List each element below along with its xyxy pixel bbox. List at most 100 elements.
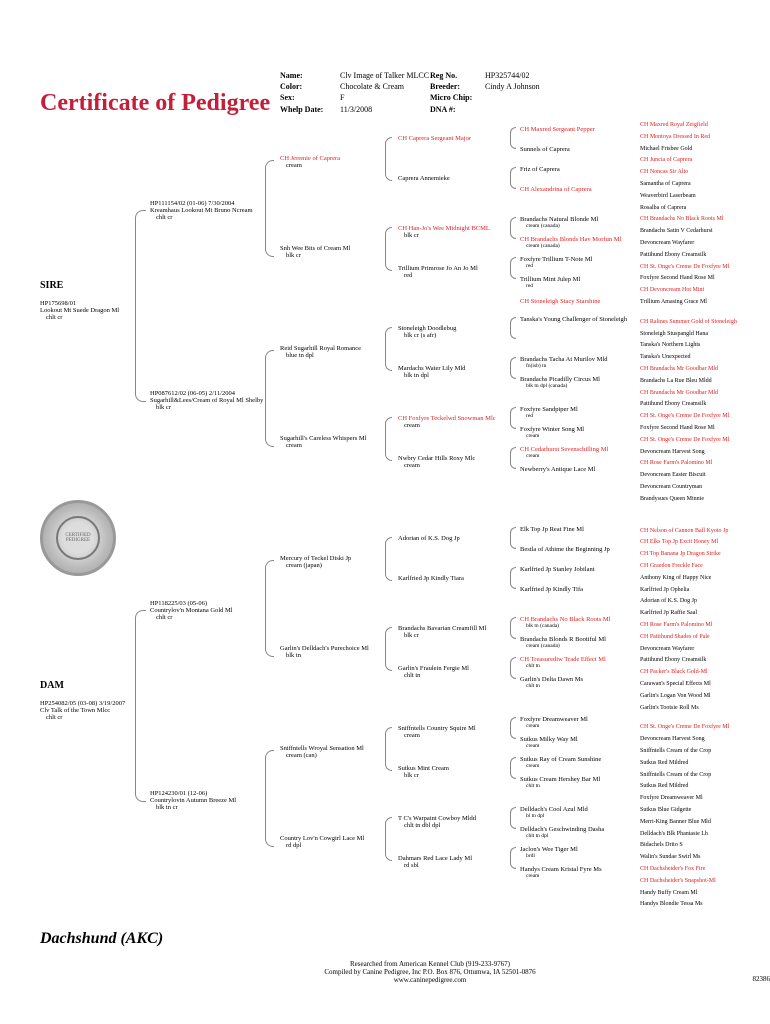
gen5-entry: CH Brandachs Blonds Hav Morfun Mlcream (… [520, 236, 621, 249]
gen6-entry: Sutkus Red Mildred [640, 760, 688, 767]
reg-label: Reg No. [430, 70, 485, 81]
gen6-entry: CH Nelson of Cannon Ball Kyoto Jp [640, 528, 728, 535]
gen4-entry: Brandachs Bavarian Creamfill Mlblk cr [398, 625, 486, 639]
sire-label: SIRE [40, 280, 63, 291]
bracket [510, 757, 516, 779]
bracket [135, 210, 146, 402]
breed-name: Dachshund (AKC) [40, 930, 163, 948]
gen4-entry: CH Foxfyre Teckelwd Snowman Mlccream [398, 415, 496, 429]
gen6-entry: CH Dachsheider's Fox Fire [640, 866, 705, 873]
gen6-entry: Sniffntells Cream of the Crop [640, 772, 711, 779]
bracket [265, 160, 274, 257]
gen6-entry: Samantha of Caprera [640, 181, 691, 188]
gen6-entry: Devoncream Harvest Song [640, 449, 705, 456]
gen6-entry: Handy Buffy Cream Ml [640, 890, 697, 897]
gen4-entry: Mardachs Water Lily Mldblk tn dpl [398, 365, 465, 379]
bracket [510, 317, 516, 339]
gen6-entry: CH Brandachs No Black Roots Ml [640, 216, 724, 223]
gen6-entry: CH Brandachs Mr Goodbar Mld [640, 390, 718, 397]
gen5-entry: Brandachs Picadilly Circus Mlblk tn dpl … [520, 376, 600, 389]
gen6-entry: CH Dachsheider's Snapshot-Ml [640, 878, 716, 885]
gen5-entry: Handys Cream Kristal Fyre Mscream [520, 866, 602, 879]
dna-label: DNA #: [430, 104, 485, 115]
bracket [510, 217, 516, 239]
gen1-sire: HP175698/01 Lookout Mt Suede Dragon Ml c… [40, 300, 119, 321]
bracket [510, 407, 516, 429]
gen4-entry: Caprera Annemieke [398, 175, 450, 182]
gen4-entry: Karlfried Jp Kindly Tiara [398, 575, 464, 582]
gen5-entry: Sutkus Ray of Cream Sunshinecream [520, 756, 601, 769]
bracket [510, 847, 516, 869]
gen5-entry: Sutkus Cream Hershey Bar Mlchlt tn [520, 776, 600, 789]
gen6-entry: CH Rose Farm's Palomino Ml [640, 622, 712, 629]
gen2-entry: HP118225/03 (05-06)Countrylov'n Montana … [150, 600, 233, 621]
gen6-entry: CH Elks Top Jp Excit Honey Ml [640, 539, 718, 546]
gen5-entry: Garlin's Delta Dawn Mschlt tn [520, 676, 583, 689]
gen6-entry: Devoncream Countryman [640, 484, 702, 491]
gen4-entry: T C's Warpaint Cowboy Mlddchlt tn dbl dp… [398, 815, 476, 829]
gen6-entry: Adorian of K.S. Dog Jp [640, 598, 697, 605]
gen5-entry: Brandachs Blonds R Bootiful Mlcream (can… [520, 636, 606, 649]
gen4-entry: Garlin's Fraulein Fergie Mlchlt tn [398, 665, 469, 679]
footer: Researched from American Kennel Club (91… [280, 960, 580, 984]
gen6-entry: Garlin's Tootsie Roll Ms [640, 705, 699, 712]
gen6-entry: CH Devoncream Hot Mint [640, 287, 704, 294]
gen5-entry: Karlfried Jp Stanley Jobilant [520, 566, 595, 573]
gen3-entry: Reid Sugarhill Royal Romanceblue tn dpl [280, 345, 361, 359]
color-value: Chocolate & Cream [340, 82, 404, 91]
bracket [510, 717, 516, 739]
gen6-entry: Bidachels Drito S [640, 842, 683, 849]
chip-label: Micro Chip: [430, 92, 485, 103]
gen6-entry: CH Pattihund Shades of Pale [640, 634, 710, 641]
bracket [385, 227, 392, 271]
gen5-entry: Tanska's Young Challenger of Stoneleigh [520, 316, 627, 323]
gen4-entry: Adorian of K.S. Dog Jp [398, 535, 460, 542]
bracket [385, 537, 392, 581]
gen4-entry: Stoneleigh Doodlebugblk cr (s afr) [398, 325, 456, 339]
gen5-entry: Elk Top Jp Reat Fine Ml [520, 526, 584, 533]
color-label: Color: [280, 81, 340, 92]
footer-id: 82386 [753, 975, 770, 983]
gen6-entry: Walin's Sundae Swirl Ms [640, 854, 700, 861]
bracket [510, 617, 516, 639]
gen4-entry: Sniffntells Country Squire Mlcream [398, 725, 476, 739]
bracket [510, 657, 516, 679]
gen6-entry: CH Noncas Sir Alto [640, 169, 688, 176]
bracket [265, 350, 274, 447]
gen6-entry: Devoncream Easter Biscuit [640, 472, 706, 479]
reg-value: HP325744/02 [485, 71, 529, 80]
bracket [385, 137, 392, 181]
gen5-entry: Bestla of Athime the Beginning Jp [520, 546, 610, 553]
pedigree-seal: CERTIFIED PEDIGREE [40, 500, 116, 576]
gen5-entry: Sutkus Milky Way Mlcream [520, 736, 578, 749]
certificate-title: Certificate of Pedigree [40, 90, 270, 117]
gen6-entry: Anthony King of Happy Nice [640, 575, 711, 582]
gen5-entry: CH Stoneleigh Stacy Starshine [520, 298, 600, 305]
sex-label: Sex: [280, 92, 340, 103]
bracket [510, 807, 516, 829]
footer-line2: Compiled by Canine Pedigree, Inc P.O. Bo… [280, 968, 580, 976]
bracket [510, 127, 516, 149]
gen4-entry: CH Han-Jo's Wee Midnight BCMLblk cr [398, 225, 490, 239]
gen6-entry: Sutkus Blue Gidgette [640, 807, 691, 814]
bracket [510, 447, 516, 469]
gen3-entry: Garlin's Delldach's Purechoice Mlblk tn [280, 645, 369, 659]
gen5-entry: CH Alexandrina of Caprera [520, 186, 592, 193]
gen5-entry: Sunnels of Caprera [520, 146, 570, 153]
bracket [265, 750, 274, 847]
gen6-entry: CH St. Onge's Creme De Foxfyre Ml [640, 437, 729, 444]
gen6-entry: Devoncream Harvest Song [640, 736, 705, 743]
breeder-value: Cindy A Johnson [485, 82, 540, 91]
gen6-entry: CH Maxred Royal Zeigfield [640, 122, 708, 129]
gen5-entry: CH Brandachs No Black Roots Mlblk tn (ca… [520, 616, 610, 629]
gen6-entry: Foxfyre Second Hand Rose Ml [640, 275, 715, 282]
gen6-entry: CH Montoya Dressed In Red [640, 134, 710, 141]
bracket [510, 167, 516, 189]
gen6-entry: Handys Blondie Tessa Ms [640, 901, 703, 908]
gen6-entry: CH St. Onge's Creme De Foxfyre Ml [640, 264, 729, 271]
gen5-entry: CH Treasurediw Trade Effect Mlchlt tn [520, 656, 606, 669]
gen5-entry: Foxfyre Trillium T-Note Mlred [520, 256, 592, 269]
breeder-label: Breeder: [430, 81, 485, 92]
gen6-entry: Carawan's Special Effects Ml [640, 681, 711, 688]
gen6-entry: Devoncream Wayfarer [640, 646, 694, 653]
